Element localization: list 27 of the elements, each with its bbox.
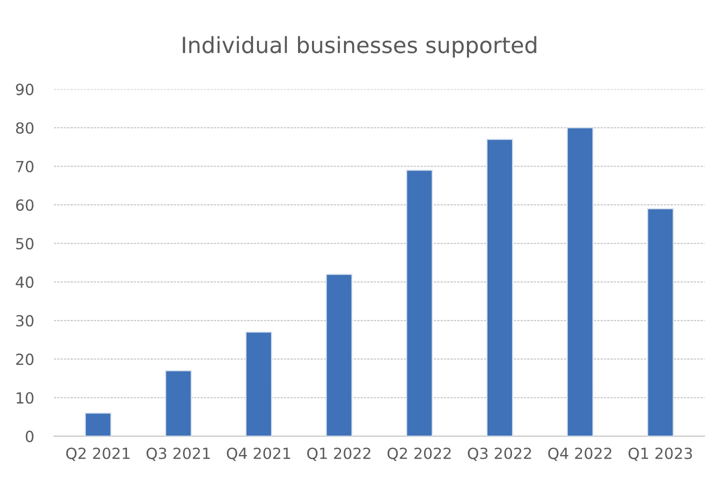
y-tick-label: 70 xyxy=(16,160,34,172)
x-tick-label: Q4 2021 xyxy=(226,448,290,461)
x-tick-label: Q2 2022 xyxy=(388,448,451,461)
chart-title: Individual businesses supported xyxy=(182,36,536,58)
y-tick-label: 10 xyxy=(16,392,34,404)
bar xyxy=(406,170,433,436)
x-tick-label: Q4 2022 xyxy=(548,448,612,461)
y-tick-label: 50 xyxy=(16,238,34,250)
x-tick-label: Q2 2021 xyxy=(66,448,130,461)
y-tick-label: 30 xyxy=(16,314,34,327)
x-tick-label: Q3 2021 xyxy=(146,448,210,461)
y-tick-label: 20 xyxy=(16,354,34,366)
bar xyxy=(326,274,353,436)
bar xyxy=(245,332,272,436)
bar xyxy=(165,370,192,436)
y-tick-label: 0 xyxy=(26,430,34,442)
bar xyxy=(486,138,514,436)
bar xyxy=(566,127,594,436)
y-tick-label: 90 xyxy=(16,84,34,96)
x-tick-label: Q3 2022 xyxy=(468,448,531,461)
bar xyxy=(647,208,674,436)
x-tick-label: Q1 2022 xyxy=(307,448,370,461)
x-tick-label: Q1 2023 xyxy=(628,448,692,461)
y-tick-label: 80 xyxy=(16,122,34,134)
y-tick-label: 60 xyxy=(16,199,34,211)
y-tick-label: 40 xyxy=(16,276,34,288)
bar xyxy=(84,412,112,436)
